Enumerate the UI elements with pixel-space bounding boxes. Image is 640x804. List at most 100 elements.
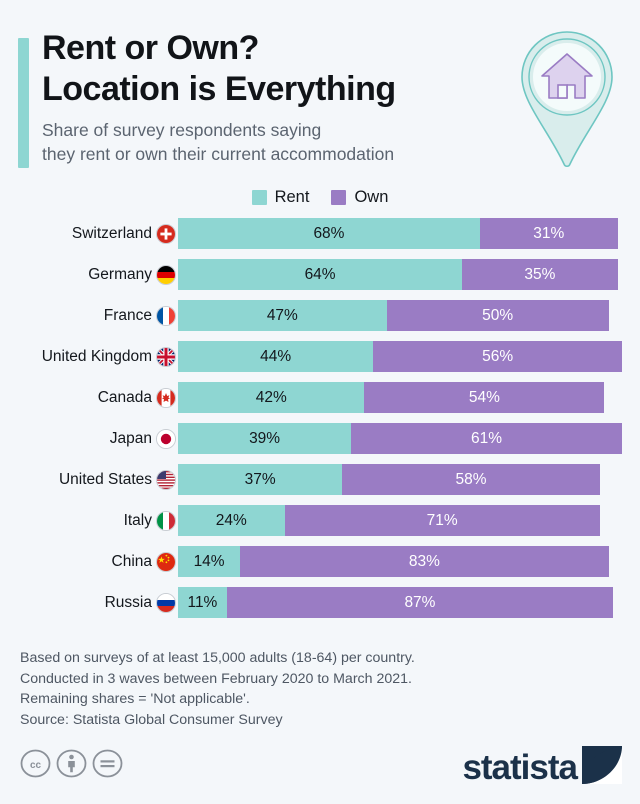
country-label: Russia [104, 593, 152, 611]
bar-segment-own[interactable]: 83% [240, 546, 609, 577]
bar-value-rent: 14% [193, 552, 225, 570]
footnote-line-3: Remaining shares = 'Not applicable'. [20, 691, 250, 707]
country-label-zone: Japan [0, 423, 152, 454]
bar-segment-own[interactable]: 61% [351, 423, 622, 454]
bar-value-rent: 64% [304, 265, 336, 283]
chart-row: United States 37% 58% [0, 464, 640, 505]
bar-segment-own[interactable]: 58% [342, 464, 600, 495]
footnote-line-1: Based on surveys of at least 15,000 adul… [20, 650, 415, 666]
footnote-line-2: Conducted in 3 waves between February 20… [20, 670, 412, 687]
statista-wordmark: statista [462, 748, 578, 787]
bar-group: 14% 83% [178, 546, 609, 577]
legend-label-own: Own [354, 188, 389, 206]
bar-value-own: 54% [468, 388, 500, 406]
statista-swoosh-icon [582, 746, 622, 789]
legend-swatch-own [331, 190, 347, 205]
bar-value-own: 50% [482, 306, 514, 324]
source-line: Source: Statista Global Consumer Survey [20, 711, 283, 728]
cc-icon[interactable]: cc [20, 748, 51, 784]
legend-item-rent[interactable]: Rent [251, 188, 309, 207]
country-label-zone: China [0, 546, 153, 577]
bar-value-own: 71% [426, 511, 458, 529]
bar-segment-rent[interactable]: 24% [178, 505, 285, 536]
chart-row: Italy 24% 71% [0, 505, 640, 546]
no-derivatives-equals-icon[interactable] [92, 748, 123, 784]
flag-china-icon [156, 552, 176, 572]
bar-segment-rent[interactable]: 47% [178, 300, 387, 331]
chart-row: Russia 11% 87% [0, 587, 640, 628]
location-pin-house-icon [512, 24, 622, 174]
page-title-line-2: Location is Everything [42, 70, 396, 108]
bar-segment-own[interactable]: 71% [284, 505, 600, 536]
bar-value-own: 61% [471, 429, 503, 447]
bar-segment-own[interactable]: 54% [364, 382, 605, 413]
bar-value-rent: 37% [244, 470, 276, 488]
flag-united-states-icon [156, 470, 176, 490]
footnotes: Based on surveys of at least 15,000 adul… [20, 648, 580, 730]
legend-item-own[interactable]: Own [331, 188, 388, 207]
bar-segment-rent[interactable]: 68% [178, 218, 480, 249]
bar-group: 47% 50% [178, 300, 609, 331]
title-block: Rent or Own? Location is Everything Shar… [42, 28, 512, 166]
bar-value-own: 58% [455, 470, 487, 488]
bar-value-rent: 68% [313, 224, 345, 242]
bar-value-own: 31% [533, 224, 565, 242]
chart-row: United Kingdom 44% 56% [0, 341, 640, 382]
chart-row: Switzerland 68% 31% [0, 218, 640, 259]
country-label-zone: Russia [0, 587, 152, 618]
country-label: France [103, 306, 152, 324]
bar-value-own: 56% [482, 347, 514, 365]
flag-france-icon [156, 306, 176, 326]
bar-group: 44% 56% [178, 341, 622, 372]
bar-segment-own[interactable]: 87% [226, 587, 614, 618]
bar-group: 39% 61% [178, 423, 622, 454]
statista-logo: statista [462, 746, 622, 789]
bar-value-rent: 39% [249, 429, 281, 447]
chart-row: Canada 42% 54% [0, 382, 640, 423]
flag-germany-icon [156, 265, 176, 285]
bar-segment-rent[interactable]: 64% [178, 259, 463, 290]
attribution-person-icon[interactable] [56, 748, 87, 784]
bar-segment-own[interactable]: 31% [479, 218, 618, 249]
creative-commons-icons: cc [20, 748, 123, 784]
stacked-bar-chart: Switzerland 68% 31% Germany 64% 35% France 47% 5… [0, 218, 640, 628]
country-label: United States [58, 470, 152, 488]
bar-value-own: 35% [524, 265, 556, 283]
title-accent-bar [18, 38, 29, 168]
chart-row: France 47% 50% [0, 300, 640, 341]
country-label: Canada [97, 388, 152, 406]
bar-value-rent: 47% [266, 306, 298, 324]
country-label-zone: United States [0, 464, 152, 495]
bar-segment-rent[interactable]: 42% [178, 382, 365, 413]
bar-segment-rent[interactable]: 11% [178, 587, 227, 618]
bar-segment-rent[interactable]: 37% [178, 464, 343, 495]
bar-segment-own[interactable]: 50% [386, 300, 609, 331]
bar-segment-rent[interactable]: 44% [178, 341, 374, 372]
svg-text:cc: cc [30, 760, 42, 771]
country-label: China [111, 552, 153, 570]
flag-united-kingdom-icon [156, 347, 176, 367]
country-label: Switzerland [71, 224, 152, 242]
bar-group: 24% 71% [178, 505, 600, 536]
bar-group: 64% 35% [178, 259, 618, 290]
page-title-line-1: Rent or Own? [42, 29, 259, 67]
bar-group: 42% 54% [178, 382, 605, 413]
bottom-bar: cc statista [0, 742, 640, 792]
country-label: Italy [123, 511, 152, 529]
chart-legend: Rent Own [0, 188, 640, 207]
bar-segment-own[interactable]: 35% [462, 259, 618, 290]
flag-canada-icon [156, 388, 176, 408]
chart-row: Germany 64% 35% [0, 259, 640, 300]
page-subtitle-line-2: they rent or own their current accommoda… [42, 144, 395, 164]
bar-group: 37% 58% [178, 464, 600, 495]
flag-italy-icon [156, 511, 176, 531]
subtitle-block: Share of survey respondents saying they … [42, 118, 512, 166]
bar-segment-own[interactable]: 56% [373, 341, 622, 372]
bar-segment-rent[interactable]: 14% [178, 546, 241, 577]
country-label: Japan [109, 429, 152, 447]
bar-value-rent: 24% [215, 511, 247, 529]
country-label-zone: Germany [0, 259, 152, 290]
bar-value-rent: 11% [187, 593, 218, 611]
header: Rent or Own? Location is Everything Shar… [0, 0, 640, 180]
bar-segment-rent[interactable]: 39% [178, 423, 352, 454]
